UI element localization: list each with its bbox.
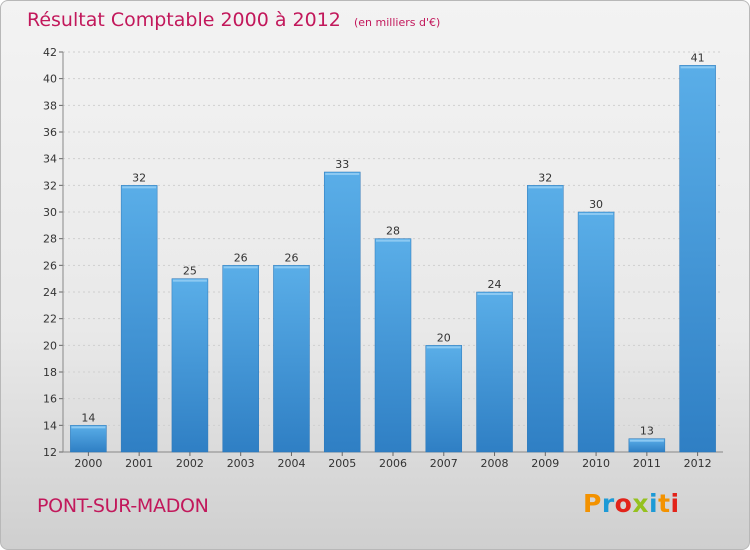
bar-highlight — [122, 186, 157, 189]
bar-highlight — [71, 426, 106, 429]
bar-highlight — [274, 266, 309, 269]
bar-highlight — [528, 186, 563, 189]
bar — [527, 185, 564, 453]
y-tick-label: 38 — [43, 99, 57, 112]
bar-highlight — [426, 346, 461, 349]
x-tick-label: 2012 — [684, 457, 712, 470]
bar — [120, 185, 158, 453]
bar-value-label: 25 — [183, 265, 197, 278]
x-tick-label: 2006 — [379, 457, 407, 470]
bar-highlight — [376, 239, 410, 242]
bar — [273, 265, 310, 453]
bar-highlight — [223, 266, 258, 269]
bar-value-label: 41 — [691, 51, 705, 64]
x-tick-label: 2000 — [74, 457, 102, 470]
bar-value-label: 30 — [589, 198, 603, 211]
bar — [679, 65, 716, 453]
x-tick-label: 2007 — [430, 457, 458, 470]
x-tick-label: 2003 — [227, 457, 255, 470]
logo-letter: t — [658, 489, 671, 518]
chart-title-main: Résultat Comptable 2000 à 2012 — [27, 9, 341, 31]
bar-value-label: 14 — [81, 411, 95, 424]
bar-highlight — [579, 213, 614, 215]
data-labels: 14 32 25 26 26 33 28 20 24 32 30 13 41 — [81, 51, 704, 437]
chart-title-unit: (en milliers d'€) — [353, 16, 441, 29]
axes: 12 14 16 18 20 22 24 26 28 30 32 34 36 38 40 42 2000 2001… — [43, 46, 723, 470]
bar-value-label: 28 — [386, 225, 400, 238]
y-tick-label: 24 — [43, 286, 57, 299]
y-tick-label: 20 — [43, 339, 57, 352]
bar-value-label: 26 — [234, 251, 248, 264]
y-tick-label: 30 — [43, 206, 57, 219]
bar — [323, 171, 361, 453]
bar — [171, 278, 209, 453]
bar-highlight — [680, 66, 715, 69]
bar — [476, 291, 513, 453]
y-tick-label: 14 — [43, 419, 57, 432]
y-tick-label: 18 — [43, 366, 57, 379]
x-tick-label: 2004 — [277, 457, 305, 470]
location-name: PONT-SUR-MADON — [37, 495, 209, 517]
y-tick-label: 12 — [43, 446, 57, 459]
bar-highlight — [629, 439, 664, 442]
y-tick-label: 22 — [43, 313, 57, 326]
y-tick-label: 42 — [43, 46, 57, 59]
bar-value-label: 32 — [538, 171, 552, 184]
x-tick-label: 2005 — [328, 457, 356, 470]
logo-letter: P — [583, 489, 602, 518]
bars — [70, 65, 716, 453]
bar — [425, 345, 463, 453]
y-tick-label: 16 — [43, 393, 57, 406]
bar — [628, 438, 666, 453]
bar-highlight — [325, 173, 360, 175]
x-tick-label: 2008 — [481, 457, 509, 470]
bar — [374, 238, 412, 453]
x-tick-label: 2010 — [582, 457, 610, 470]
bar-value-label: 20 — [437, 331, 451, 344]
logo-letter: o — [614, 489, 633, 518]
bar-value-label: 32 — [132, 171, 146, 184]
y-tick-label: 32 — [43, 179, 57, 192]
logo-letter: x — [632, 489, 649, 518]
logo-letter: i — [670, 489, 680, 518]
x-tick-label: 2011 — [633, 457, 661, 470]
y-tick-label: 26 — [43, 259, 57, 272]
bar — [577, 211, 615, 453]
bar-highlight — [477, 293, 512, 295]
x-tick-label: 2001 — [125, 457, 153, 470]
x-tick-label: 2009 — [531, 457, 559, 470]
proxiti-logo: Proxiti — [583, 489, 680, 518]
bar-value-label: 26 — [284, 251, 298, 264]
y-tick-label: 34 — [43, 153, 57, 166]
bar-value-label: 24 — [488, 278, 502, 291]
x-tick-label: 2002 — [176, 457, 204, 470]
bar — [222, 265, 259, 453]
y-tick-label: 28 — [43, 233, 57, 246]
bar-highlight — [172, 279, 207, 282]
bar-value-label: 13 — [640, 425, 654, 438]
y-tick-label: 36 — [43, 126, 57, 139]
chart-title: Résultat Comptable 2000 à 2012 (en milli… — [27, 9, 440, 31]
logo-letter: i — [649, 489, 659, 518]
bar — [70, 425, 107, 453]
y-tick-label: 40 — [43, 73, 57, 86]
bar-value-label: 33 — [335, 158, 349, 171]
logo-letter: r — [601, 489, 615, 518]
